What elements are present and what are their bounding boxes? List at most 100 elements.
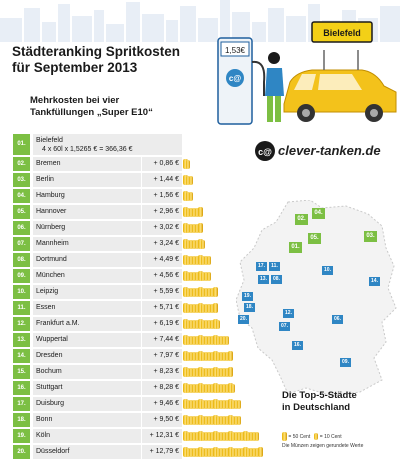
extra-cost: + 9,50 € — [142, 413, 182, 427]
ranking-row: 06. Nürnberg + 3,02 € — [13, 221, 263, 236]
coin-icon — [195, 352, 199, 361]
coin-icon — [213, 319, 218, 329]
coin-icon — [210, 448, 214, 457]
coin-icon — [219, 352, 223, 361]
city-cell: Nürnberg — [33, 221, 141, 235]
coin-icon — [228, 367, 233, 377]
coin-icon — [186, 240, 190, 249]
coin-icon — [216, 400, 220, 409]
rank-badge: 07. — [13, 237, 30, 251]
coin-icon — [201, 288, 205, 297]
ranking-row: 14. Dresden + 7,97 € — [13, 349, 263, 364]
coin-icon — [198, 447, 203, 457]
map-marker: 12. — [283, 309, 294, 318]
coin-icon — [222, 352, 226, 361]
city-name: Stuttgart — [36, 384, 63, 391]
coin-icon — [213, 399, 218, 409]
coin-icon — [228, 351, 233, 361]
coin-icon — [201, 416, 205, 425]
coin-icon — [219, 368, 223, 377]
coin-icon — [189, 400, 193, 409]
city-name: Wuppertal — [36, 336, 68, 343]
rank-badge: 05. — [13, 205, 30, 219]
coin-icon — [216, 368, 220, 377]
city-sign-text: Bielefeld — [323, 28, 361, 38]
city-cell: Bochum — [33, 365, 141, 379]
logo-mark: c@ — [258, 147, 272, 157]
rank-badge: 15. — [13, 365, 30, 379]
coin-stack — [183, 430, 263, 442]
coin-icon — [231, 448, 235, 457]
coin-icon — [195, 416, 199, 425]
coin-icon — [198, 239, 203, 249]
coin-icon — [240, 432, 244, 441]
city-name: Dresden — [36, 352, 63, 359]
coin-icon — [198, 223, 203, 233]
coin-icon — [186, 288, 190, 297]
city-name: Bremen — [36, 160, 61, 167]
coin-icon — [207, 432, 211, 441]
coin-icon — [198, 287, 203, 297]
map-marker: 11. — [269, 262, 280, 271]
coin-icon — [192, 272, 196, 281]
coin-icon — [216, 352, 220, 361]
coin-icon — [186, 384, 190, 393]
rank-badge: 08. — [13, 253, 30, 267]
coin-stack — [183, 206, 263, 218]
coin-icon — [216, 432, 220, 441]
germany-map: 02. 04. 05. 03. 01. 17. 11. 13. 08. 10. 14. 19. 18. 2… — [236, 200, 400, 400]
coin-icon — [207, 400, 211, 409]
coin-icon — [186, 256, 190, 265]
city-name: Bochum — [36, 368, 62, 375]
coin-icon — [219, 432, 223, 441]
rank-badge: 13. — [13, 333, 30, 347]
coin-icon — [228, 431, 233, 441]
coin-icon — [183, 159, 188, 169]
coin-icon — [186, 336, 190, 345]
coin-icon — [195, 432, 199, 441]
coin-icon — [234, 400, 238, 409]
legend-small-label: = 10 Cent — [319, 433, 342, 440]
city-name: Leipzig — [36, 288, 59, 295]
coin-icon — [225, 400, 229, 409]
coin-icon — [189, 256, 193, 265]
coin-icon — [186, 320, 190, 329]
city-cell: Dortmund — [33, 253, 141, 267]
coin-icon — [186, 272, 190, 281]
coin-icon — [198, 255, 203, 265]
ranking-row: 18. Bonn + 9,50 € — [13, 413, 263, 428]
coin-icon — [198, 399, 203, 409]
coin-icon — [201, 448, 205, 457]
coin-icon — [183, 239, 188, 249]
coin-icon — [210, 304, 214, 313]
city-cell: Berlin — [33, 173, 141, 187]
rank-badge: 19. — [13, 429, 30, 443]
coin-icon — [183, 351, 188, 361]
city-name: Hannover — [36, 208, 67, 215]
map-marker: 10. — [322, 266, 333, 275]
extra-cost: + 1,56 € — [142, 189, 182, 203]
coin-icon — [195, 368, 199, 377]
coin-icon — [216, 320, 220, 329]
coin-stack — [183, 398, 263, 410]
extra-cost: + 6,19 € — [142, 317, 182, 331]
big-coin-icon — [282, 432, 287, 441]
city-cell: Dresden — [33, 349, 141, 363]
coin-icon — [186, 224, 190, 233]
coin-icon — [192, 384, 196, 393]
coin-icon — [201, 304, 205, 313]
coin-icon — [189, 432, 193, 441]
coin-icon — [225, 336, 229, 345]
coin-icon — [183, 287, 188, 297]
coin-icon — [186, 352, 190, 361]
coin-icon — [198, 415, 203, 425]
coin-icon — [213, 415, 218, 425]
coin-icon — [213, 335, 218, 345]
coin-icon — [192, 352, 196, 361]
fuel-pump-icon: c@ — [217, 37, 266, 125]
rank-badge: 10. — [13, 285, 30, 299]
coin-icon — [228, 447, 233, 457]
ranking-row: 13. Wuppertal + 7,44 € — [13, 333, 263, 348]
extra-cost: + 8,23 € — [142, 365, 182, 379]
coin-icon — [201, 336, 205, 345]
